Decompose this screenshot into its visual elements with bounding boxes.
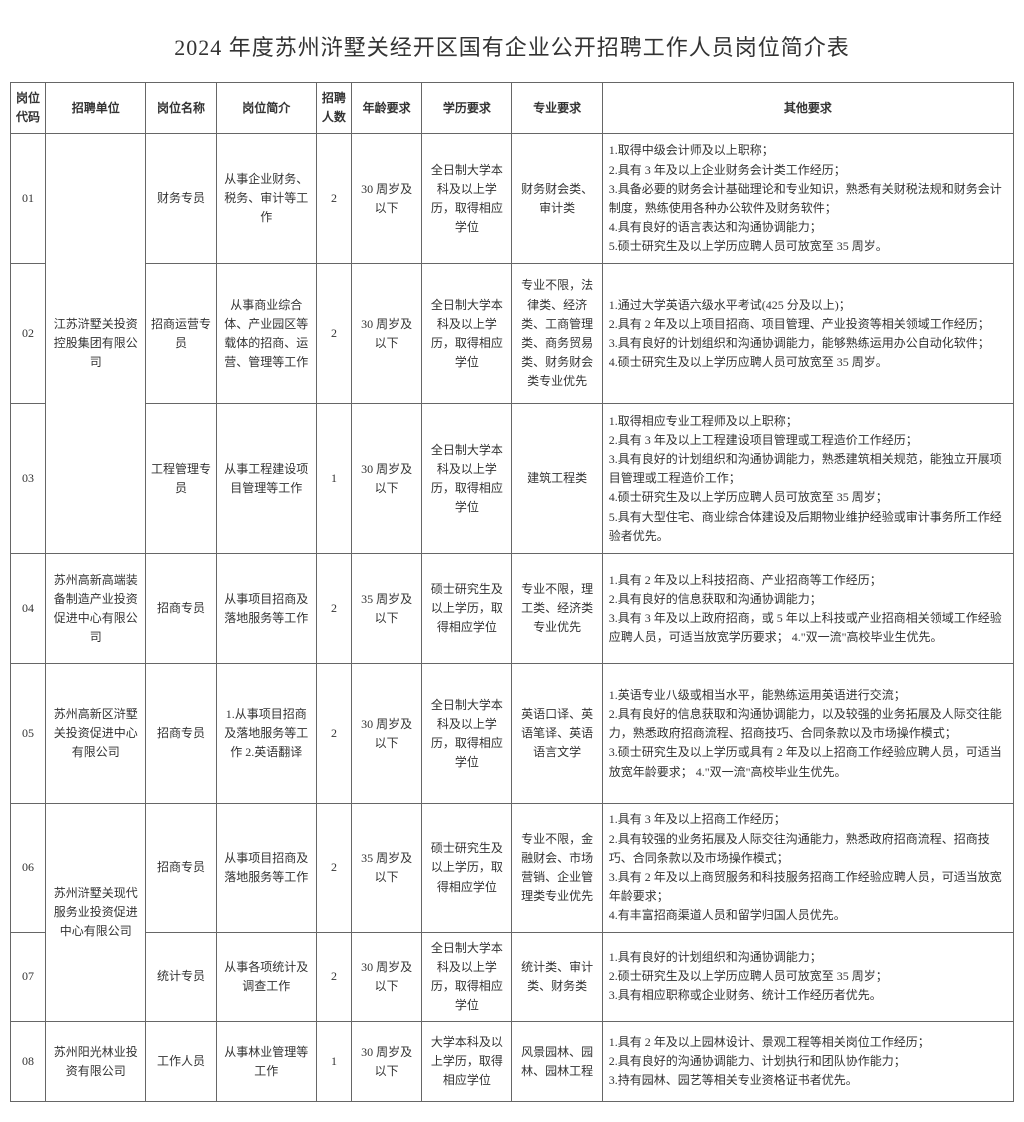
cell-code: 08 [11,1022,46,1102]
cell-unit: 江苏浒墅关投资控股集团有限公司 [46,134,146,554]
cell-age: 30 周岁及以下 [351,664,421,804]
cell-edu: 全日制大学本科及以上学 历，取得相应学位 [422,134,512,264]
cell-post: 招商专员 [146,804,216,932]
table-row: 08 苏州阳光林业投资有限公司 工作人员 从事林业管理等工作 1 30 周岁及以… [11,1022,1014,1102]
cell-num: 1 [316,404,351,554]
cell-post: 招商专员 [146,554,216,664]
header-age: 年龄要求 [351,83,421,134]
cell-code: 01 [11,134,46,264]
table-row: 04 苏州高新高端装备制造产业投资促进中心有限公司 招商专员 从事项目招商及落地… [11,554,1014,664]
cell-post: 招商运营专员 [146,264,216,404]
header-major: 专业要求 [512,83,602,134]
cell-age: 30 周岁及以下 [351,134,421,264]
cell-code: 06 [11,804,46,932]
header-code: 岗位代码 [11,83,46,134]
cell-desc: 从事企业财务、税务、审计等工作 [216,134,316,264]
cell-major: 财务财会类、审计类 [512,134,602,264]
cell-other: 1.具有 3 年及以上招商工作经历；2.具有较强的业务拓展及人际交往沟通能力，熟… [602,804,1013,932]
header-post: 岗位名称 [146,83,216,134]
cell-num: 1 [316,1022,351,1102]
cell-edu: 全日制大学本科及以上学历，取得相应学位 [422,264,512,404]
cell-edu: 全日制大学本科及以上学历，取得相应学位 [422,404,512,554]
cell-edu: 全日制大学本科及以上学 历，取得相应学位 [422,664,512,804]
cell-code: 05 [11,664,46,804]
cell-num: 2 [316,804,351,932]
cell-post: 工程管理专员 [146,404,216,554]
cell-code: 03 [11,404,46,554]
job-table: 岗位代码 招聘单位 岗位名称 岗位简介 招聘人数 年龄要求 学历要求 专业要求 … [10,82,1014,1102]
cell-other: 1.英语专业八级或相当水平，能熟练运用英语进行交流；2.具有良好的信息获取和沟通… [602,664,1013,804]
cell-edu: 硕士研究生及以上学历，取得相应学位 [422,554,512,664]
cell-unit: 苏州高新区浒墅关投资促进中心有限公司 [46,664,146,804]
header-desc: 岗位简介 [216,83,316,134]
cell-other: 1.具有 2 年及以上科技招商、产业招商等工作经历；2.具有良好的信息获取和沟通… [602,554,1013,664]
cell-other: 1.通过大学英语六级水平考试(425 分及以上)；2.具有 2 年及以上项目招商… [602,264,1013,404]
cell-unit: 苏州阳光林业投资有限公司 [46,1022,146,1102]
table-row: 07 统计专员 从事各项统计及调查工作 2 30 周岁及以下 全日制大学本科及以… [11,932,1014,1022]
header-edu: 学历要求 [422,83,512,134]
header-num: 招聘人数 [316,83,351,134]
cell-major: 英语口译、英语笔译、英语语言文学 [512,664,602,804]
cell-desc: 从事项目招商及落地服务等工作 [216,804,316,932]
cell-post: 统计专员 [146,932,216,1022]
header-other: 其他要求 [602,83,1013,134]
cell-desc: 从事林业管理等工作 [216,1022,316,1102]
cell-edu: 大学本科及以上学历，取得相应学位 [422,1022,512,1102]
cell-age: 30 周岁及以下 [351,264,421,404]
header-unit: 招聘单位 [46,83,146,134]
cell-major: 专业不限，理工类、经济类专业优先 [512,554,602,664]
cell-desc: 1.从事项目招商及落地服务等工作 2.英语翻译 [216,664,316,804]
cell-code: 07 [11,932,46,1022]
cell-other: 1.取得中级会计师及以上职称；2.具有 3 年及以上企业财务会计类工作经历；3.… [602,134,1013,264]
table-header-row: 岗位代码 招聘单位 岗位名称 岗位简介 招聘人数 年龄要求 学历要求 专业要求 … [11,83,1014,134]
cell-age: 30 周岁及以下 [351,404,421,554]
cell-age: 35 周岁及以下 [351,554,421,664]
cell-num: 2 [316,932,351,1022]
page-title: 2024 年度苏州浒墅关经开区国有企业公开招聘工作人员岗位简介表 [10,30,1014,62]
cell-other: 1.具有 2 年及以上园林设计、景观工程等相关岗位工作经历；2.具有良好的沟通协… [602,1022,1013,1102]
table-row: 03 工程管理专员 从事工程建设项目管理等工作 1 30 周岁及以下 全日制大学… [11,404,1014,554]
cell-age: 30 周岁及以下 [351,1022,421,1102]
cell-post: 财务专员 [146,134,216,264]
table-row: 05 苏州高新区浒墅关投资促进中心有限公司 招商专员 1.从事项目招商及落地服务… [11,664,1014,804]
table-row: 01 江苏浒墅关投资控股集团有限公司 财务专员 从事企业财务、税务、审计等工作 … [11,134,1014,264]
cell-unit: 苏州高新高端装备制造产业投资促进中心有限公司 [46,554,146,664]
cell-num: 2 [316,554,351,664]
cell-num: 2 [316,134,351,264]
cell-post: 工作人员 [146,1022,216,1102]
cell-major: 专业不限，法律类、经济类、工商管理类、商务贸易类、财务财会类专业优先 [512,264,602,404]
cell-major: 建筑工程类 [512,404,602,554]
cell-code: 02 [11,264,46,404]
cell-desc: 从事项目招商及落地服务等工作 [216,554,316,664]
cell-desc: 从事各项统计及调查工作 [216,932,316,1022]
cell-age: 30 周岁及以下 [351,932,421,1022]
table-row: 06 苏州浒墅关现代服务业投资促进中心有限公司 招商专员 从事项目招商及落地服务… [11,804,1014,932]
cell-age: 35 周岁及以下 [351,804,421,932]
table-row: 02 招商运营专员 从事商业综合体、产业园区等载体的招商、运营、管理等工作 2 … [11,264,1014,404]
cell-other: 1.具有良好的计划组织和沟通协调能力；2.硕士研究生及以上学历应聘人员可放宽至 … [602,932,1013,1022]
cell-edu: 硕士研究生及以上学历，取得相应学位 [422,804,512,932]
cell-major: 风景园林、园林、园林工程 [512,1022,602,1102]
cell-unit: 苏州浒墅关现代服务业投资促进中心有限公司 [46,804,146,1022]
cell-code: 04 [11,554,46,664]
cell-post: 招商专员 [146,664,216,804]
cell-edu: 全日制大学本科及以上学 历，取得相应学位 [422,932,512,1022]
cell-major: 专业不限，金融财会、市场营销、企业管理类专业优先 [512,804,602,932]
cell-desc: 从事商业综合体、产业园区等载体的招商、运营、管理等工作 [216,264,316,404]
cell-num: 2 [316,264,351,404]
cell-desc: 从事工程建设项目管理等工作 [216,404,316,554]
cell-other: 1.取得相应专业工程师及以上职称；2.具有 3 年及以上工程建设项目管理或工程造… [602,404,1013,554]
cell-major: 统计类、审计类、财务类 [512,932,602,1022]
cell-num: 2 [316,664,351,804]
